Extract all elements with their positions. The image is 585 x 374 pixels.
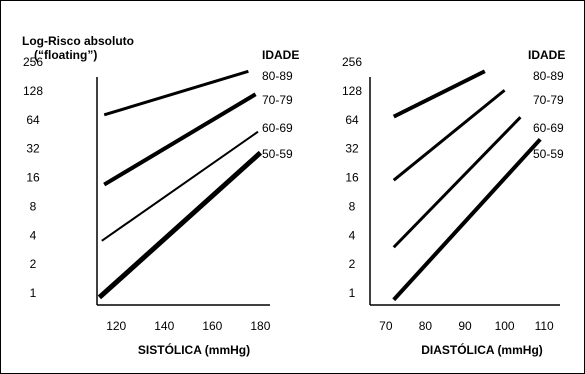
left-y-tick-label: 16 bbox=[26, 171, 40, 185]
right-y-tick-label: 32 bbox=[345, 142, 359, 156]
right-x-tick-label: 90 bbox=[458, 319, 472, 333]
right-y-tick-label: 2 bbox=[349, 257, 356, 271]
left-ylabel-line1: Log-Risco absoluto bbox=[22, 34, 134, 48]
right-x-tick-label: 80 bbox=[419, 319, 433, 333]
right-x-tick-label: 110 bbox=[535, 319, 554, 333]
left-legend-label-80-89: 80-89 bbox=[262, 69, 293, 83]
left-legend-label-60-69: 60-69 bbox=[262, 121, 293, 135]
left-xlabel: SISTÓLICA (mmHg) bbox=[138, 342, 250, 357]
right-y-tick-label: 8 bbox=[349, 199, 356, 213]
right-legend-label-50-59: 50-59 bbox=[533, 147, 564, 161]
left-y-tick-label: 8 bbox=[30, 199, 37, 213]
left-y-tick-label: 2 bbox=[30, 257, 37, 271]
right-legend-label-60-69: 60-69 bbox=[533, 121, 564, 135]
right-series-line-60-69 bbox=[392, 116, 522, 249]
right-y-tick-label: 4 bbox=[349, 228, 356, 242]
left-legend-label-50-59: 50-59 bbox=[262, 147, 293, 161]
left-y-tick-label: 128 bbox=[23, 84, 43, 98]
left-ylabel-line2: (“floating”) bbox=[34, 48, 97, 62]
left-x-tick-label: 180 bbox=[250, 319, 270, 333]
left-y-tick-label: 256 bbox=[23, 55, 43, 69]
left-legend-title: IDADE bbox=[262, 48, 299, 62]
right-y-tick-label: 1 bbox=[349, 286, 356, 300]
left-x-tick-label: 140 bbox=[154, 319, 174, 333]
right-y-tick-label: 256 bbox=[342, 55, 362, 69]
right-xlabel: DIASTÓLICA (mmHg) bbox=[421, 342, 543, 357]
left-y-tick-label: 4 bbox=[30, 228, 37, 242]
left-y-tick-label: 1 bbox=[30, 286, 37, 300]
right-y-tick-label: 128 bbox=[342, 84, 362, 98]
left-series-line-70-79 bbox=[103, 92, 257, 187]
left-x-tick-label: 120 bbox=[106, 319, 126, 333]
left-y-tick-label: 64 bbox=[26, 113, 40, 127]
right-x-tick-label: 100 bbox=[495, 319, 515, 333]
right-y-tick-label: 64 bbox=[345, 113, 359, 127]
left-series-line-60-69 bbox=[101, 130, 259, 242]
left-series-line-50-59 bbox=[97, 150, 263, 300]
right-legend-label-80-89: 80-89 bbox=[533, 69, 564, 83]
left-x-tick-label: 160 bbox=[202, 319, 222, 333]
right-legend-label-70-79: 70-79 bbox=[533, 93, 564, 107]
right-y-tick-label: 16 bbox=[345, 171, 359, 185]
right-series-line-80-89 bbox=[392, 69, 486, 119]
left-y-tick-label: 32 bbox=[26, 142, 40, 156]
left-legend-label-70-79: 70-79 bbox=[262, 93, 293, 107]
right-series-line-70-79 bbox=[392, 89, 506, 182]
right-x-tick-label: 70 bbox=[379, 319, 393, 333]
left-series-line-80-89 bbox=[103, 69, 249, 117]
right-series-line-50-59 bbox=[392, 137, 542, 302]
right-legend-title: IDADE bbox=[528, 48, 565, 62]
